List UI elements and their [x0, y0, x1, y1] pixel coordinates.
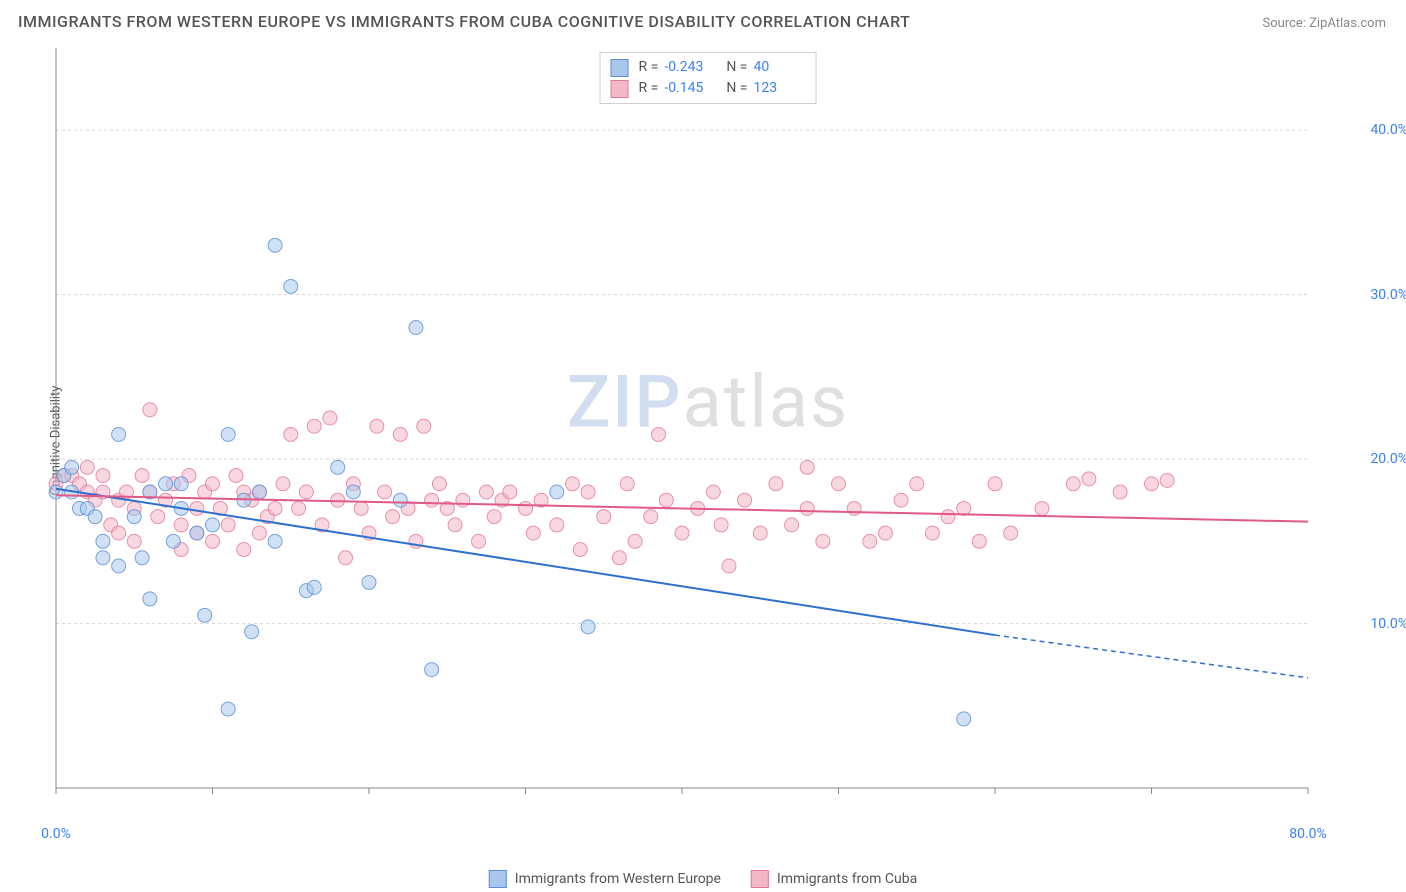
r-value-0: -0.243: [664, 57, 716, 78]
chart-title: IMMIGRANTS FROM WESTERN EUROPE VS IMMIGR…: [18, 12, 910, 31]
r-label-0: R =: [639, 57, 659, 78]
y-tick-label: 20.0%: [1370, 451, 1406, 467]
y-tick-label: 40.0%: [1370, 122, 1406, 138]
legend-swatch-1: [751, 870, 769, 888]
legend-item-1: Immigrants from Cuba: [751, 870, 917, 888]
swatch-series-1: [611, 80, 629, 98]
n-value-1: 123: [753, 78, 805, 99]
legend-label-0: Immigrants from Western Europe: [515, 871, 721, 887]
x-tick-label: 0.0%: [41, 826, 71, 842]
x-tick-label: 80.0%: [1289, 826, 1327, 842]
legend-swatch-0: [489, 870, 507, 888]
r-value-1: -0.145: [664, 78, 716, 99]
legend-label-1: Immigrants from Cuba: [777, 871, 917, 887]
stats-legend-box: R = -0.243 N = 40 R = -0.145 N = 123: [600, 52, 817, 104]
stats-row-0: R = -0.243 N = 40: [611, 57, 806, 78]
n-value-0: 40: [753, 57, 805, 78]
r-label-1: R =: [639, 78, 659, 99]
y-tick-label: 10.0%: [1370, 616, 1406, 632]
n-label-1: N =: [726, 78, 747, 99]
source-label: Source: ZipAtlas.com: [1262, 16, 1386, 31]
scatter-chart-svg: [48, 48, 1368, 818]
n-label-0: N =: [726, 57, 747, 78]
bottom-legend: Immigrants from Western Europe Immigrant…: [489, 870, 917, 888]
swatch-series-0: [611, 59, 629, 77]
chart-area: Cognitive Disability ZIPatlas R = -0.243…: [48, 48, 1368, 818]
legend-item-0: Immigrants from Western Europe: [489, 870, 721, 888]
stats-row-1: R = -0.145 N = 123: [611, 78, 806, 99]
y-tick-label: 30.0%: [1370, 287, 1406, 303]
